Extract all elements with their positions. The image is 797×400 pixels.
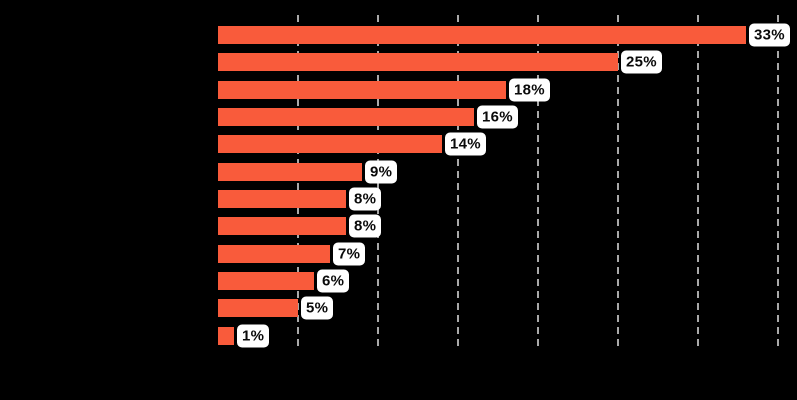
bar	[218, 244, 330, 263]
value-label: 1%	[237, 324, 270, 348]
value-label: 33%	[749, 23, 790, 47]
plot-area: 33% 25% 18% 16% 14% 9% 8% 8% 7% 6% 5% 1%	[218, 15, 790, 350]
bar-row: 6%	[218, 269, 778, 293]
bar-row: 8%	[218, 187, 778, 211]
bar-row: 9%	[218, 160, 778, 184]
value-label: 25%	[621, 50, 662, 74]
bar	[218, 326, 234, 345]
bar-row: 33%	[218, 23, 790, 47]
bar-row: 1%	[218, 324, 778, 348]
bar	[218, 189, 346, 208]
bar	[218, 53, 618, 72]
gridline	[297, 15, 299, 350]
bar-row: 16%	[218, 105, 778, 129]
bar	[218, 217, 346, 236]
bar-row: 18%	[218, 78, 778, 102]
bar	[218, 271, 314, 290]
bar-row: 14%	[218, 132, 778, 156]
bar-row: 7%	[218, 242, 778, 266]
value-label: 8%	[349, 214, 382, 238]
gridline	[777, 15, 779, 350]
value-label: 14%	[445, 132, 486, 156]
bar	[218, 80, 506, 99]
value-label: 5%	[301, 296, 334, 320]
value-label: 8%	[349, 187, 382, 211]
gridline	[617, 15, 619, 350]
gridline	[457, 15, 459, 350]
value-label: 18%	[509, 78, 550, 102]
value-label: 16%	[477, 105, 518, 129]
bar	[218, 26, 746, 44]
value-label: 7%	[333, 242, 366, 266]
bar	[218, 135, 442, 154]
bar	[218, 107, 474, 126]
value-label: 9%	[365, 160, 398, 184]
value-label: 6%	[317, 269, 350, 293]
bar-row: 25%	[218, 50, 778, 74]
bar-row: 8%	[218, 214, 778, 238]
gridline	[537, 15, 539, 350]
bar-row: 5%	[218, 296, 778, 320]
bar	[218, 299, 298, 318]
bar	[218, 162, 362, 181]
gridline	[697, 15, 699, 350]
